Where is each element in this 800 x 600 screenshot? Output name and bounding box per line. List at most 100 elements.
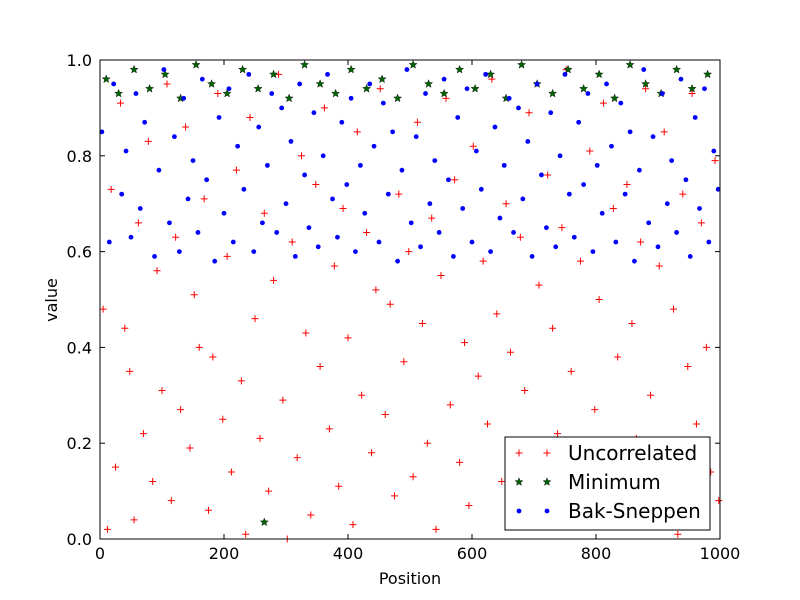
data-point-uncorrelated [112,463,119,471]
data-point-bak-sneppen [646,220,652,226]
data-point-uncorrelated [670,305,677,313]
data-point-uncorrelated [558,224,566,232]
data-point-minimum [284,93,294,103]
data-point-uncorrelated [506,348,514,356]
data-point-bak-sneppen [511,230,516,235]
data-point-uncorrelated [451,176,459,184]
data-point-minimum [424,79,434,88]
data-point-minimum [160,69,170,79]
data-point-bak-sneppen [632,258,637,264]
data-point-minimum [331,88,341,98]
data-point-uncorrelated [99,305,107,313]
data-point-uncorrelated [711,157,719,165]
data-point-bak-sneppen [483,71,489,77]
data-point-uncorrelated [209,353,217,361]
data-point-minimum [579,83,589,93]
data-point-bak-sneppen [562,71,568,77]
data-point-bak-sneppen [460,206,466,211]
data-point-uncorrelated [614,353,622,361]
data-point-minimum [315,79,325,88]
data-point-minimum [362,83,372,93]
data-point-bak-sneppen [230,239,236,245]
data-point-minimum [300,60,310,69]
data-point-uncorrelated [177,406,185,414]
y-tick-label: 0.6 [67,243,92,262]
data-point-uncorrelated [456,458,464,466]
data-point-uncorrelated [320,104,328,112]
data-point-uncorrelated [363,228,371,236]
data-point-bak-sneppen [427,201,433,207]
data-point-minimum [408,60,418,69]
data-point-bak-sneppen [99,129,105,135]
data-point-bak-sneppen [488,249,493,255]
data-point-minimum [563,64,573,74]
data-point-minimum [687,83,697,93]
data-point-bak-sneppen [711,148,717,154]
data-point-bak-sneppen [199,76,205,82]
data-point-uncorrelated [163,80,171,88]
data-point-bak-sneppen [441,76,447,82]
data-point-minimum [377,74,387,84]
data-point-bak-sneppen [520,196,526,202]
data-point-bak-sneppen [152,253,157,259]
x-tick-label: 600 [457,544,488,563]
data-point-bak-sneppen [265,162,270,168]
data-point-bak-sneppen [451,253,456,259]
data-point-bak-sneppen [534,81,540,87]
y-ticks: 0.0 0.2 0.4 0.6 0.8 1.0 [67,51,720,549]
data-point-uncorrelated [660,128,668,136]
legend-marker-uncorrelated [543,449,551,457]
data-point-uncorrelated [400,358,408,366]
data-point-uncorrelated [386,300,394,308]
data-point-bak-sneppen [128,234,134,240]
legend-marker-bak-sneppen [516,508,522,514]
data-point-bak-sneppen [566,191,572,197]
data-point-uncorrelated [256,434,264,442]
data-point-uncorrelated [479,257,487,265]
data-point-uncorrelated [307,511,315,519]
data-point-bak-sneppen [344,182,350,187]
y-tick-label: 0.4 [67,338,92,357]
data-point-bak-sneppen [156,167,162,173]
data-point-uncorrelated [544,171,552,179]
data-point-bak-sneppen [251,249,257,255]
data-point-minimum [269,69,279,79]
data-point-uncorrelated [214,90,222,98]
data-point-bak-sneppen [697,206,702,211]
data-point-bak-sneppen [641,67,647,72]
data-point-bak-sneppen [604,81,609,87]
data-point-bak-sneppen [413,134,419,140]
data-point-bak-sneppen [683,177,689,183]
data-point-uncorrelated [567,367,575,375]
data-point-uncorrelated [126,367,134,375]
data-point-bak-sneppen [594,162,600,168]
data-point-bak-sneppen [655,244,661,250]
data-point-uncorrelated [172,233,180,241]
data-point-bak-sneppen [678,76,684,82]
data-point-bak-sneppen [311,110,317,116]
data-point-bak-sneppen [473,148,479,154]
legend-marker-uncorrelated [515,449,523,457]
y-tick-label: 0.2 [67,434,92,453]
data-point-bak-sneppen [226,86,232,92]
data-point-bak-sneppen [637,167,642,173]
data-point-uncorrelated [595,296,603,303]
data-point-bak-sneppen [376,239,382,245]
data-point-uncorrelated [655,262,663,270]
x-axis-label: Position [379,569,441,588]
data-point-bak-sneppen [618,100,624,106]
data-point-bak-sneppen [190,158,196,163]
data-point-bak-sneppen [302,172,307,178]
data-point-bak-sneppen [348,95,354,101]
data-point-uncorrelated [349,521,357,529]
data-point-bak-sneppen [142,119,148,125]
data-point-bak-sneppen [464,86,470,92]
data-point-minimum [346,64,356,74]
data-point-uncorrelated [182,123,190,131]
y-tick-label: 1.0 [67,51,92,70]
data-point-bak-sneppen [687,253,693,259]
data-point-uncorrelated [409,473,417,481]
data-point-bak-sneppen [111,81,117,87]
data-point-uncorrelated [149,478,157,486]
